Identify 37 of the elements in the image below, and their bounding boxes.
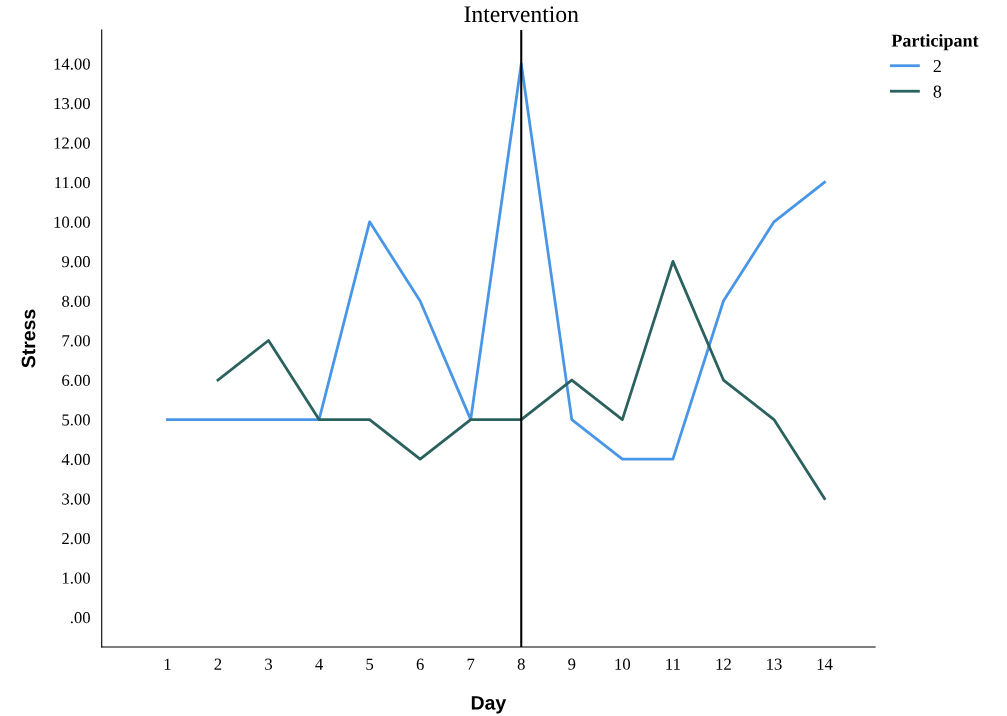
x-tick-label: 3 <box>265 658 273 670</box>
x-tick-label: 1 <box>164 658 171 670</box>
x-tick-label: 4 <box>315 658 323 670</box>
x-tick-label: 6 <box>416 658 424 670</box>
y-tick-label: 7.00 <box>62 335 90 347</box>
x-tick-label: 13 <box>767 658 782 670</box>
legend-label: 2 <box>933 60 941 73</box>
x-tick-label: 8 <box>517 658 525 670</box>
legend-label: 8 <box>933 85 942 98</box>
y-tick-label: 3.00 <box>62 493 90 505</box>
y-tick-label: 2.00 <box>62 532 90 545</box>
ref-line-label: Intervention <box>464 6 579 23</box>
y-axis-title: Stress <box>21 309 36 368</box>
y-tick-label: .00 <box>70 612 90 624</box>
x-tick-label: 10 <box>615 658 631 670</box>
y-tick-label: 12.00 <box>54 137 90 149</box>
x-tick-label: 14 <box>817 658 833 670</box>
line-series <box>166 62 826 461</box>
y-tick-label: 14.00 <box>54 58 90 70</box>
x-axis-title: Day <box>471 696 507 714</box>
x-tick-label: 11 <box>666 658 680 670</box>
y-tick-label: 6.00 <box>62 374 90 387</box>
y-tick-label: 4.00 <box>61 453 90 466</box>
y-tick-label: 10.00 <box>54 216 90 228</box>
x-tick-label: 12 <box>716 658 731 670</box>
x-tick-label: 5 <box>366 658 374 670</box>
y-tick-label: 11.00 <box>55 177 90 189</box>
line-series <box>216 260 826 501</box>
legend-title: Participant <box>891 33 979 51</box>
y-tick-label: 5.00 <box>62 414 90 426</box>
y-tick-label: 1.00 <box>62 572 90 584</box>
x-tick-label: 2 <box>214 658 222 670</box>
x-tick-label: 9 <box>568 658 576 670</box>
y-tick-label: 13.00 <box>54 97 90 110</box>
y-tick-label: 9.00 <box>61 256 90 268</box>
x-tick-label: 7 <box>467 658 475 670</box>
y-tick-label: 8.00 <box>62 295 90 307</box>
